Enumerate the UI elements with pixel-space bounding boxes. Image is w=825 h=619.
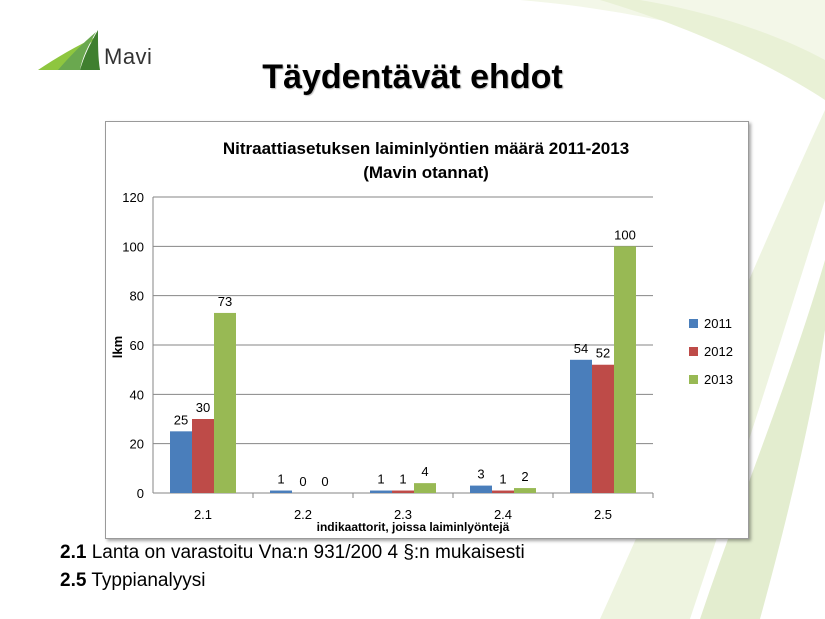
x-axis-label: indikaattorit, joissa laiminlyöntejä: [317, 520, 510, 534]
data-label: 1: [277, 472, 284, 487]
bar-2013-2.4: [514, 488, 536, 493]
bar-2012-2.4: [492, 490, 514, 493]
data-label: 1: [499, 472, 506, 487]
x-tick-label: 2.1: [194, 507, 212, 522]
y-tick-label: 20: [130, 437, 144, 452]
y-axis-label: lkm: [110, 336, 125, 358]
bar-2011-2.3: [370, 490, 392, 493]
data-label: 4: [421, 464, 428, 479]
bar-2011-2.1: [170, 431, 192, 493]
note-text: Lanta on varastoitu Vna:n 931/200 4 §:n …: [91, 542, 525, 563]
slide-title: Täydentävät ehdot: [262, 58, 563, 96]
note-line-2-5: 2.5 Typpianalyysi: [60, 570, 205, 592]
x-tick-label: 2.4: [494, 507, 512, 522]
y-tick-label: 100: [122, 239, 144, 254]
legend-label: 2013: [704, 372, 733, 387]
bar-2013-2.1: [214, 312, 236, 493]
bar-2013-2.3: [414, 483, 436, 493]
chart-title: Nitraattiasetuksen laiminlyöntien määrä …: [223, 139, 629, 158]
bar-2013-2.5: [614, 246, 636, 493]
bar-2011-2.5: [570, 359, 592, 493]
chart-subtitle: (Mavin otannat): [363, 163, 489, 182]
y-tick-label: 120: [122, 190, 144, 205]
data-label: 30: [196, 400, 210, 415]
bar-chart: Nitraattiasetuksen laiminlyöntien määrä …: [110, 139, 733, 534]
legend-swatch-2011: [689, 319, 698, 328]
data-label: 1: [399, 472, 406, 487]
note-code: 2.5: [60, 570, 87, 591]
bar-2011-2.2: [270, 490, 292, 493]
x-tick-label: 2.5: [594, 507, 612, 522]
bar-2012-2.3: [392, 490, 414, 493]
data-label: 2: [521, 469, 528, 484]
x-tick-label: 2.2: [294, 507, 312, 522]
bar-2012-2.5: [592, 364, 614, 493]
data-label: 100: [614, 227, 636, 242]
data-label: 3: [477, 467, 484, 482]
data-label: 52: [596, 346, 610, 361]
legend-label: 2012: [704, 344, 733, 359]
data-label: 25: [174, 412, 188, 427]
note-text: Typpianalyysi: [91, 570, 206, 591]
data-label: 0: [299, 474, 306, 489]
y-tick-label: 60: [130, 338, 144, 353]
bar-2012-2.1: [192, 419, 214, 493]
legend-swatch-2012: [689, 347, 698, 356]
logo-text: Mavi: [104, 44, 153, 69]
mavi-logo: [38, 30, 100, 70]
bar-2011-2.4: [470, 485, 492, 493]
y-tick-label: 40: [130, 387, 144, 402]
note-line-2-1: 2.1 Lanta on varastoitu Vna:n 931/200 4 …: [60, 542, 525, 564]
data-label: 1: [377, 472, 384, 487]
legend-swatch-2013: [689, 375, 698, 384]
y-tick-label: 80: [130, 289, 144, 304]
data-label: 0: [321, 474, 328, 489]
y-tick-label: 0: [137, 486, 144, 501]
data-label: 73: [218, 294, 232, 309]
data-label: 54: [574, 341, 588, 356]
chart-frame: Nitraattiasetuksen laiminlyöntien määrä …: [105, 121, 749, 539]
note-code: 2.1: [60, 542, 87, 563]
x-tick-label: 2.3: [394, 507, 412, 522]
legend-label: 2011: [704, 316, 732, 331]
